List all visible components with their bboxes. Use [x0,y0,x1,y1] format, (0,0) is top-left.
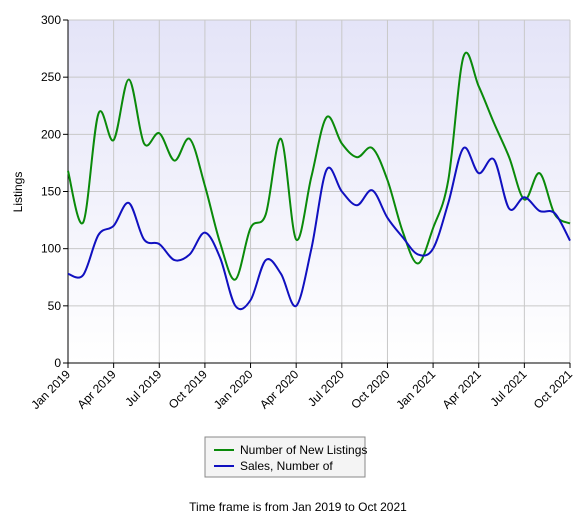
legend-box [204,436,366,478]
x-tick-label: Jan 2021 [393,367,438,412]
x-tick-label: Jan 2020 [211,367,256,412]
series-line [67,51,571,281]
y-tick-label: 150 [41,185,61,199]
x-tick-label: Jan 2019 [28,367,73,412]
x-tick-label: Jul 2019 [122,367,164,409]
series-line [67,146,571,311]
y-tick-label: 50 [48,299,62,313]
x-tick-label: Apr 2021 [440,367,485,412]
x-tick-label: Apr 2020 [257,367,302,412]
legend-label: Sales, Number of [240,459,333,473]
footer: Time frame is from Jan 2019 to Oct 2021 [189,500,407,514]
x-tick-label: Oct 2020 [348,367,393,412]
x-tick-label: Apr 2019 [74,367,119,412]
y-tick-label: 250 [41,70,61,84]
y-tick-label: 0 [54,356,61,370]
legend-label: Number of New Listings [240,443,367,457]
y-axis-label: Listings [11,172,25,213]
x-tick-label: Oct 2019 [166,367,211,412]
x-tick-label: Oct 2021 [531,367,576,412]
y-tick-label: 200 [41,127,61,141]
x-tick-label: Jul 2021 [488,367,530,409]
y-tick-label: 300 [41,13,61,27]
x-tick-label: Jul 2020 [305,367,347,409]
y-tick-label: 100 [41,242,61,256]
legend: Number of New Listings Sales, Number of [204,436,367,478]
